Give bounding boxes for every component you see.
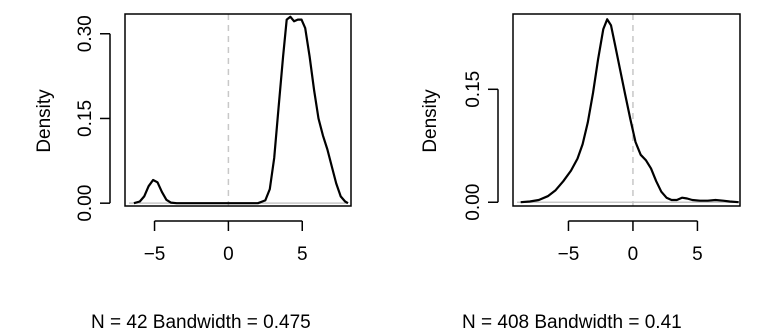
density-curve-right (520, 18, 739, 204)
bandwidth-note-left: N = 42 Bandwidth = 0.475 (91, 312, 311, 333)
y-axis-left: 0.00 0.15 0.30 (75, 15, 111, 222)
x-tick-label: 0 (628, 244, 639, 265)
x-tick-label: 5 (297, 244, 308, 265)
bandwidth-note-right: N = 408 Bandwidth = 0.41 (462, 312, 682, 333)
density-panel-left: −5 0 5 0.00 0.15 0.30 Density N = 42 Bandwid… (34, 13, 352, 333)
x-tick-label: 5 (692, 244, 703, 265)
density-panel-right: −5 0 5 0.00 0.15 Density N = 408 Bandwidth … (420, 13, 741, 333)
x-tick-label: −5 (144, 244, 166, 265)
y-axis-right: 0.00 0.15 (463, 71, 499, 221)
y-tick-label: 0.15 (463, 71, 484, 108)
plot-frame-right (512, 13, 741, 207)
x-tick-label: −5 (558, 244, 580, 265)
y-axis-title-right: Density (420, 89, 441, 153)
x-axis-left: −5 0 5 (144, 220, 308, 265)
plot-frame-left (124, 13, 352, 207)
density-curve-left (133, 15, 349, 205)
y-axis-title-left: Density (34, 89, 55, 153)
y-tick-label: 0.15 (75, 100, 96, 137)
y-tick-label: 0.30 (75, 15, 96, 52)
y-tick-label: 0.00 (75, 185, 96, 222)
x-axis-right: −5 0 5 (558, 220, 703, 265)
x-tick-label: 0 (223, 244, 234, 265)
y-tick-label: 0.00 (463, 184, 484, 221)
